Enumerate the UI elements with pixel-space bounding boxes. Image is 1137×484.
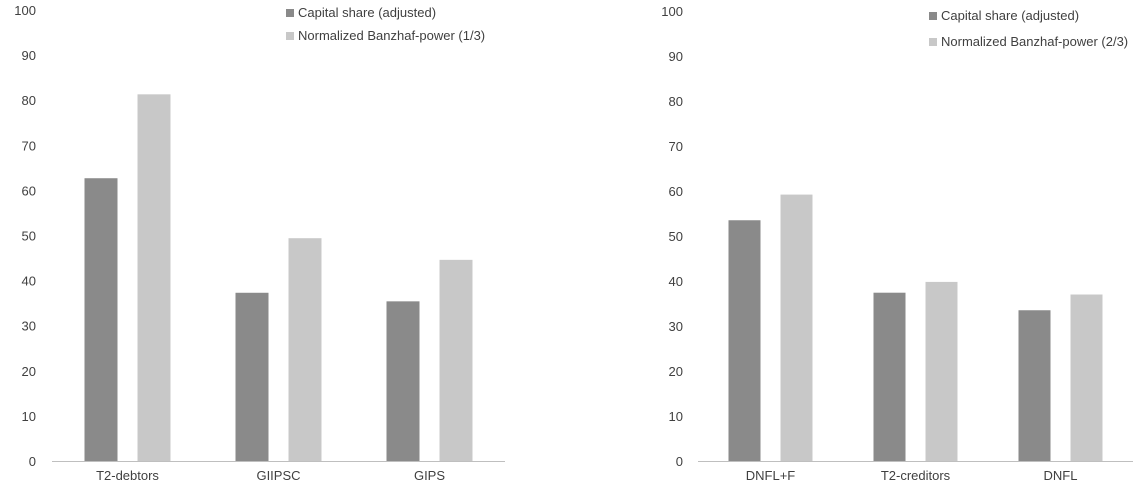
- legend-swatch: [929, 38, 937, 46]
- bar-banzhaf-power: [781, 195, 813, 461]
- x-tick-label: T2-creditors: [881, 468, 951, 483]
- y-tick-label: 20: [22, 364, 36, 379]
- y-tick-label: 100: [661, 4, 683, 19]
- legend-swatch: [929, 12, 937, 20]
- legend-label: Normalized Banzhaf-power (1/3): [298, 28, 485, 43]
- y-tick-label: 80: [669, 94, 683, 109]
- x-tick-label: GIPS: [414, 468, 445, 483]
- y-tick-label: 50: [669, 229, 683, 244]
- y-tick-label: 90: [22, 48, 36, 63]
- y-tick-label: 90: [669, 49, 683, 64]
- legend-label: Normalized Banzhaf-power (2/3): [941, 34, 1128, 49]
- y-tick-label: 10: [669, 409, 683, 424]
- bar-capital-share: [729, 220, 761, 461]
- bar-banzhaf-power: [1071, 295, 1103, 462]
- x-tick-label: DNFL+F: [746, 468, 796, 483]
- y-tick-label: 70: [22, 138, 36, 153]
- x-tick-label: T2-debtors: [96, 468, 159, 483]
- y-tick-label: 60: [669, 184, 683, 199]
- bar-banzhaf-power: [440, 260, 473, 461]
- y-tick-label: 30: [669, 319, 683, 334]
- y-tick-label: 0: [676, 454, 683, 469]
- y-tick-label: 10: [22, 409, 36, 424]
- y-tick-label: 60: [22, 183, 36, 198]
- bar-capital-share: [1019, 310, 1051, 461]
- bar-banzhaf-power: [289, 238, 322, 461]
- legend-label: Capital share (adjusted): [941, 8, 1079, 23]
- bar-capital-share: [874, 293, 906, 461]
- y-tick-label: 100: [14, 3, 36, 18]
- y-tick-label: 20: [669, 364, 683, 379]
- right-bar-chart: 0 10 20 30 40 50 60 70 80 90 100 DNFL+F T2-creditors…: [661, 4, 1133, 483]
- legend-label: Capital share (adjusted): [298, 5, 436, 20]
- bar-capital-share: [85, 178, 118, 461]
- legend-swatch: [286, 9, 294, 17]
- bar-banzhaf-power: [138, 94, 171, 461]
- y-tick-label: 0: [29, 454, 36, 469]
- y-tick-label: 40: [669, 274, 683, 289]
- legend-swatch: [286, 32, 294, 40]
- bar-capital-share: [236, 293, 269, 461]
- y-tick-label: 50: [22, 229, 36, 244]
- y-tick-label: 80: [22, 93, 36, 108]
- x-tick-label: DNFL: [1044, 468, 1078, 483]
- x-tick-label: GIIPSC: [256, 468, 300, 483]
- y-tick-label: 30: [22, 319, 36, 334]
- y-tick-label: 70: [669, 139, 683, 154]
- bar-capital-share: [387, 301, 420, 461]
- y-tick-label: 40: [22, 274, 36, 289]
- bar-banzhaf-power: [926, 282, 958, 461]
- left-bar-chart: 0 10 20 30 40 50 60 70 80 90 100 T2-debtors GIIPSC GI…: [14, 3, 505, 483]
